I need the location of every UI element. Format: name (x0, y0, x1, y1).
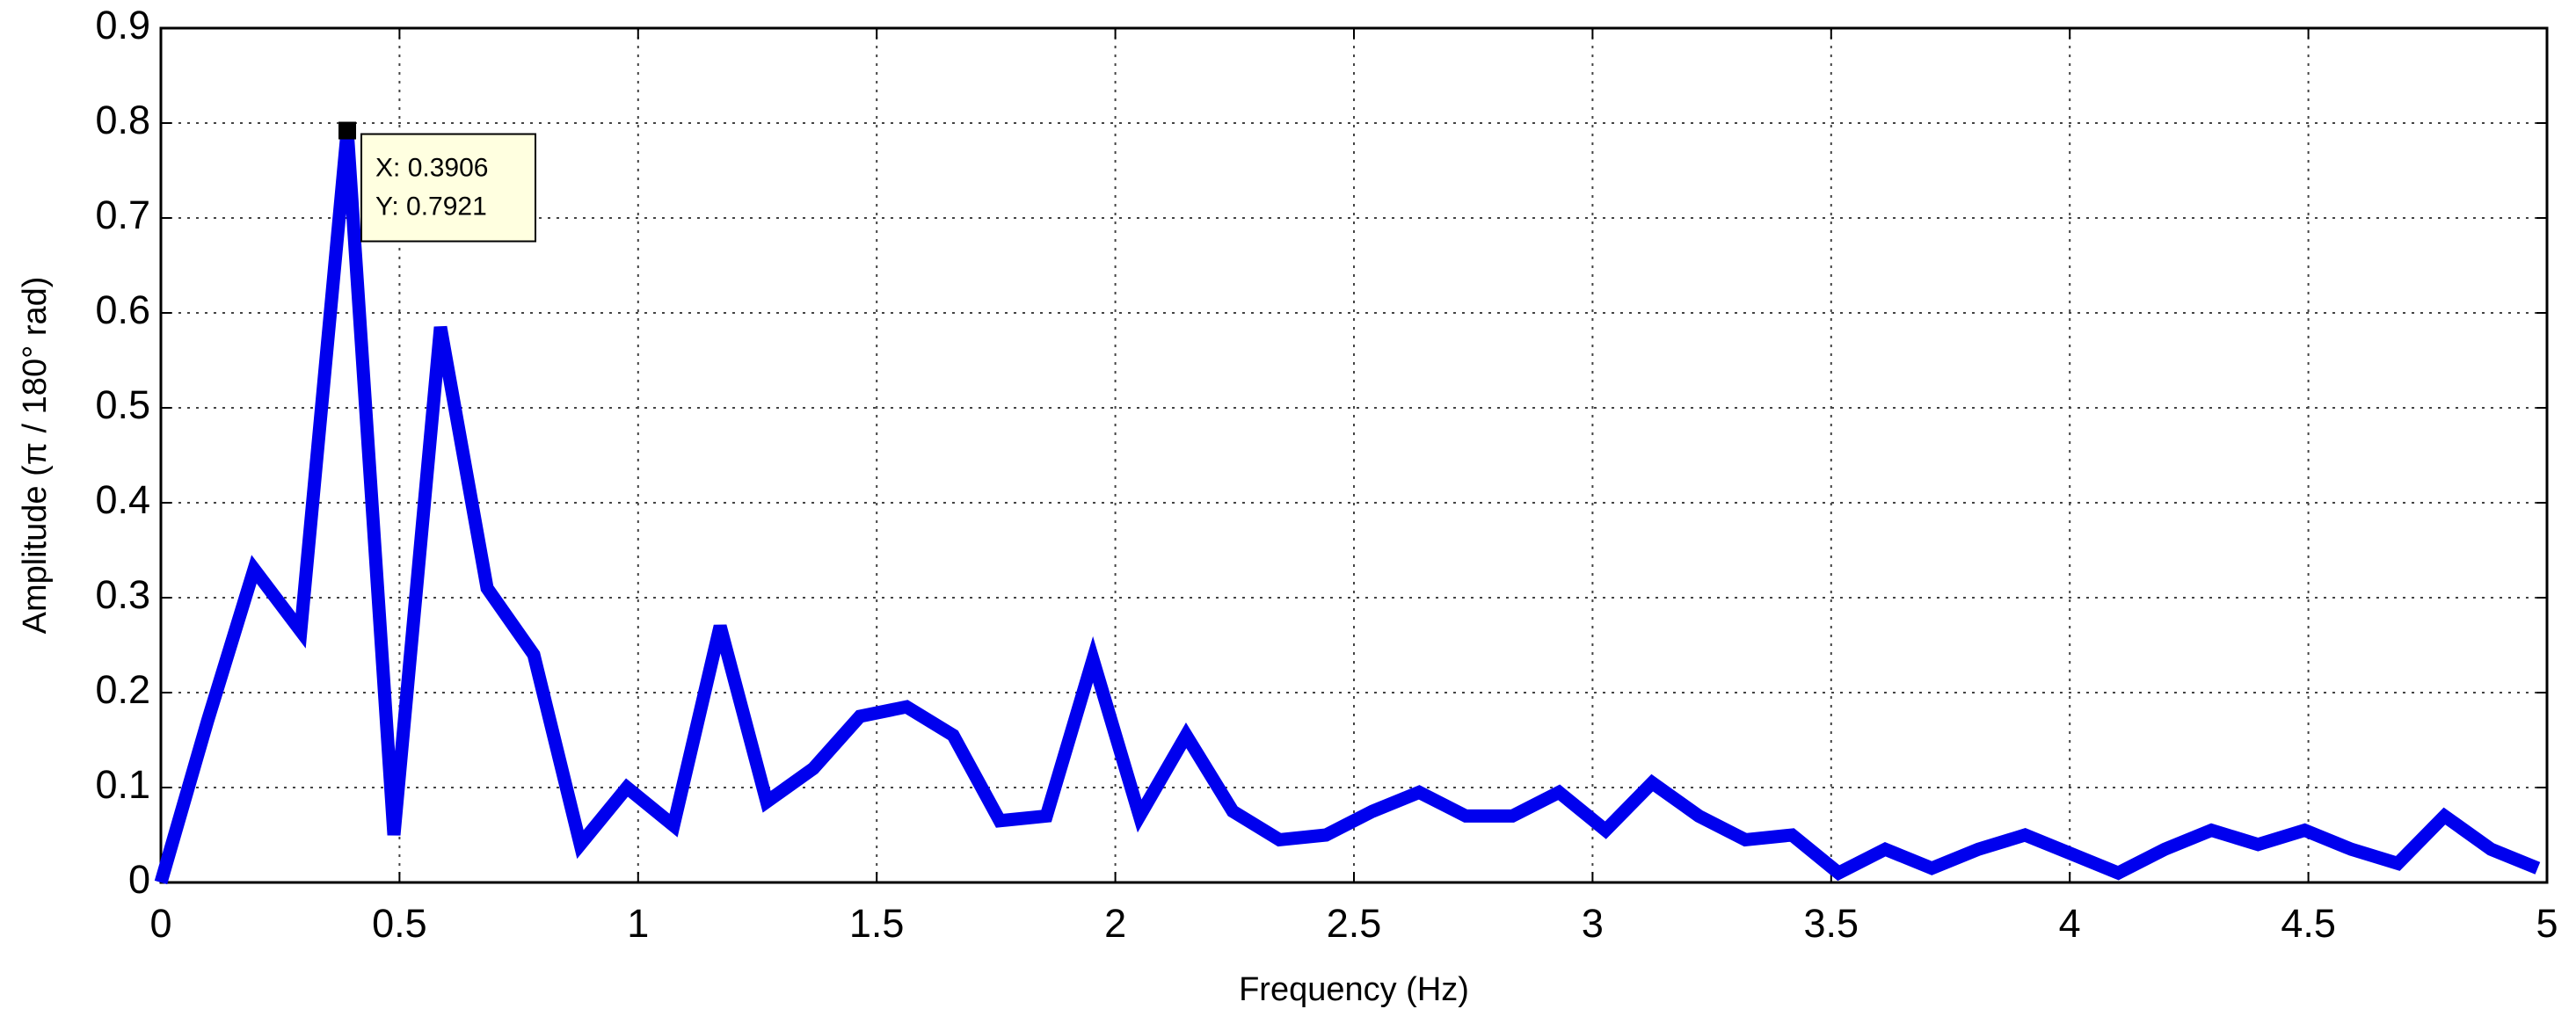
x-tick-label: 5 (2536, 901, 2558, 946)
y-tick-label: 0.7 (95, 192, 150, 237)
y-tick-label: 0.2 (95, 667, 150, 712)
line-series (154, 129, 2541, 885)
y-tick-label: 0.6 (95, 287, 150, 332)
plot-frame (159, 26, 2549, 884)
data-tip-text: X: 0.3906 (375, 153, 488, 182)
x-tick-label: 1.5 (849, 901, 905, 946)
y-tick-label: 0.1 (95, 762, 150, 807)
x-tick-label: 1 (627, 901, 649, 946)
x-axis-label: Frequency (Hz) (1239, 971, 1469, 1008)
x-tick-label: 4.5 (2281, 901, 2336, 946)
x-tick-label: 3.5 (1804, 901, 1859, 946)
x-tick-label: 2.5 (1327, 901, 1382, 946)
x-tick-label: 0 (149, 901, 171, 946)
y-tick-label: 0.5 (95, 382, 150, 427)
y-tick-label: 0 (128, 857, 150, 902)
x-tick-label: 2 (1104, 901, 1126, 946)
y-tick-label: 0.8 (95, 98, 150, 142)
x-tick-label: 4 (2059, 901, 2081, 946)
data-tip-text: Y: 0.7921 (375, 192, 487, 221)
y-axis-label: Amplitude (π / 180° rad) (17, 277, 54, 635)
y-tick-label: 0.3 (95, 572, 150, 617)
data-tip-marker (338, 121, 357, 140)
x-tick-label: 3 (1582, 901, 1604, 946)
y-tick-label: 0.4 (95, 477, 150, 522)
data-tip-box (360, 133, 537, 243)
x-tick-label: 0.5 (372, 901, 427, 946)
y-tick-label: 0.9 (95, 3, 150, 47)
